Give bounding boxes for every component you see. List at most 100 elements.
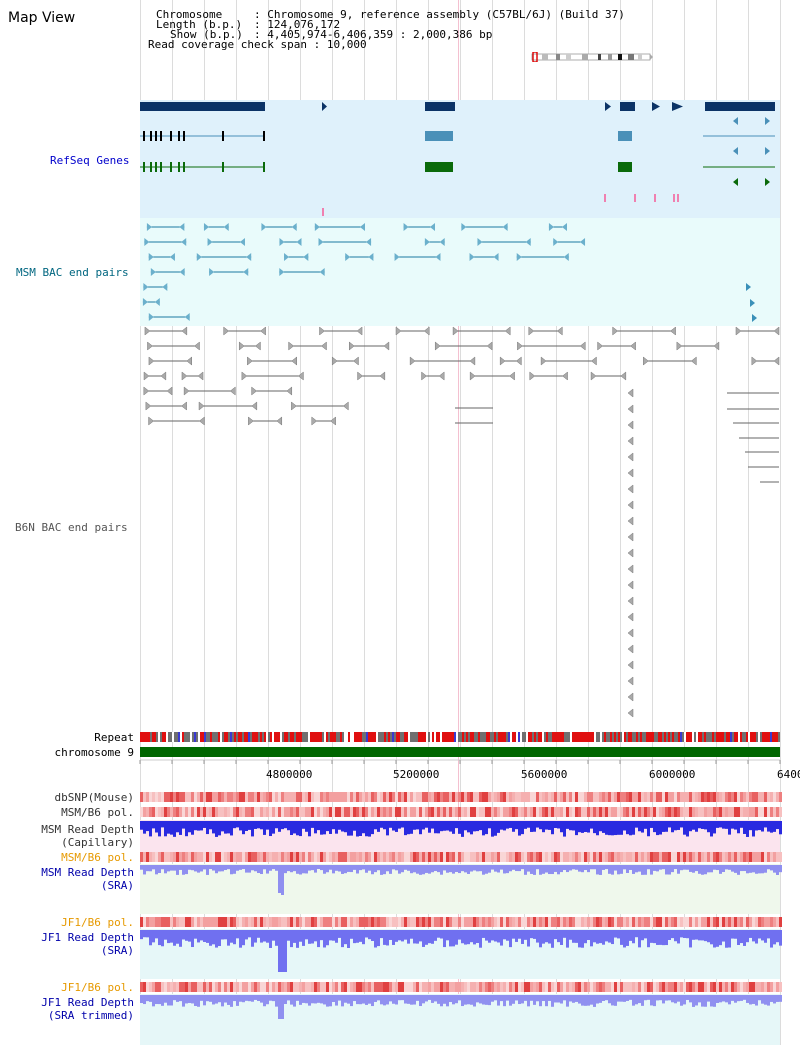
- depth-bar: [713, 821, 716, 834]
- repeat-cell: [716, 732, 718, 742]
- heat-cell: [542, 792, 545, 802]
- depth-bar: [293, 865, 296, 872]
- depth-bar: [191, 995, 194, 1004]
- heat-cell: [779, 852, 782, 862]
- b6n-end: [241, 371, 248, 381]
- depth-bar: [377, 821, 380, 832]
- repeat-cell: [204, 732, 206, 742]
- heat-cell: [569, 982, 572, 992]
- track-label-msm-b6-pol-1[interactable]: MSM/B6 pol.: [61, 806, 134, 819]
- repeat-cell: [166, 732, 168, 742]
- track-label-jf1-read-depth-trim[interactable]: JF1 Read Depth (SRA trimmed): [0, 996, 134, 1022]
- heat-cell: [389, 807, 392, 817]
- track-label-jf1-read-depth-sra[interactable]: JF1 Read Depth (SRA): [0, 931, 134, 957]
- heat-cell: [611, 917, 614, 927]
- heat-cell: [470, 982, 473, 992]
- heat-cell: [275, 852, 278, 862]
- depth-bar: [443, 821, 446, 831]
- heat-cell: [326, 852, 329, 862]
- heat-cell: [545, 982, 548, 992]
- exon: [160, 162, 162, 172]
- chromosome-ideogram[interactable]: [530, 52, 654, 62]
- heat-cell: [611, 807, 614, 817]
- track-label-msm-read-depth-cap[interactable]: MSM Read Depth (Capillary): [0, 823, 134, 849]
- heat-cell: [158, 917, 161, 927]
- heat-cell: [488, 917, 491, 927]
- depth-bar: [269, 995, 272, 1001]
- depth-bar: [377, 930, 380, 947]
- depth-bar: [380, 995, 383, 1005]
- heat-cell: [740, 792, 743, 802]
- heat-cell: [191, 852, 194, 862]
- heat-cell: [206, 792, 209, 802]
- bac-end: [752, 314, 757, 322]
- heat-cell: [473, 982, 476, 992]
- track-label-refseq[interactable]: RefSeq Genes: [50, 154, 130, 167]
- heat-cell: [434, 807, 437, 817]
- heat-cell: [515, 792, 518, 802]
- depth-bar: [347, 930, 350, 948]
- depth-bar: [539, 821, 542, 830]
- depth-bar: [569, 930, 572, 940]
- heat-cell: [152, 917, 155, 927]
- repeat-cell: [568, 732, 570, 742]
- repeat-cell: [160, 732, 162, 742]
- depth-bar: [374, 995, 377, 1002]
- depth-bar: [356, 930, 359, 943]
- heat-cell: [215, 852, 218, 862]
- heat-cell: [764, 807, 767, 817]
- heat-cell: [311, 852, 314, 862]
- heat-cell: [308, 807, 311, 817]
- heat-cell: [272, 982, 275, 992]
- heat-cell: [521, 792, 524, 802]
- bac-end: [516, 253, 522, 261]
- heat-cell: [488, 792, 491, 802]
- heat-cell: [368, 917, 371, 927]
- track-label-dbsnp[interactable]: dbSNP(Mouse): [54, 791, 134, 804]
- depth-bar: [515, 821, 518, 830]
- heat-cell: [737, 807, 740, 817]
- heat-cell: [758, 852, 761, 862]
- depth-bar: [716, 995, 719, 1003]
- depth-bar: [287, 865, 290, 872]
- heat-cell: [431, 917, 434, 927]
- heat-cell: [494, 792, 497, 802]
- track-label-repeat[interactable]: Repeat: [94, 731, 134, 744]
- heat-cell: [374, 792, 377, 802]
- depth-bar: [662, 865, 665, 870]
- repeat-cell: [460, 732, 462, 742]
- repeat-cell: [266, 732, 268, 742]
- heat-cell: [764, 982, 767, 992]
- heat-cell: [209, 852, 212, 862]
- repeat-cell: [746, 732, 748, 742]
- heat-cell: [452, 792, 455, 802]
- heat-cell: [536, 792, 539, 802]
- depth-bar: [713, 995, 716, 1007]
- heat-cell: [161, 982, 164, 992]
- heat-cell: [269, 807, 272, 817]
- b6n-end: [330, 416, 336, 426]
- depth-bar: [659, 995, 662, 1001]
- depth-bar: [617, 930, 620, 939]
- repeat-cell: [422, 732, 424, 742]
- track-label-msm-read-depth-sra[interactable]: MSM Read Depth (SRA): [0, 866, 134, 892]
- depth-bar: [506, 995, 509, 1001]
- track-label-msm-b6-pol-2[interactable]: MSM/B6 pol.: [61, 851, 134, 864]
- heat-cell: [638, 982, 641, 992]
- heat-cell: [590, 982, 593, 992]
- track-label-jf1-b6-pol-1[interactable]: JF1/B6 pol.: [61, 916, 134, 929]
- depth-bar: [476, 821, 479, 832]
- track-label-jf1-b6-pol-2[interactable]: JF1/B6 pol.: [61, 981, 134, 994]
- heat-cell: [737, 982, 740, 992]
- track-label-msm-bac[interactable]: MSM BAC end pairs: [16, 266, 129, 279]
- heat-cell: [731, 792, 734, 802]
- b6n-end: [199, 416, 205, 426]
- heat-cell: [326, 807, 329, 817]
- heat-cell: [596, 852, 599, 862]
- repeat-cell: [302, 732, 304, 742]
- heat-cell: [395, 807, 398, 817]
- track-label-chromosome[interactable]: chromosome 9: [54, 746, 134, 759]
- repeat-cell: [196, 732, 198, 742]
- track-label-b6n-bac[interactable]: B6N BAC end pairs: [15, 521, 128, 534]
